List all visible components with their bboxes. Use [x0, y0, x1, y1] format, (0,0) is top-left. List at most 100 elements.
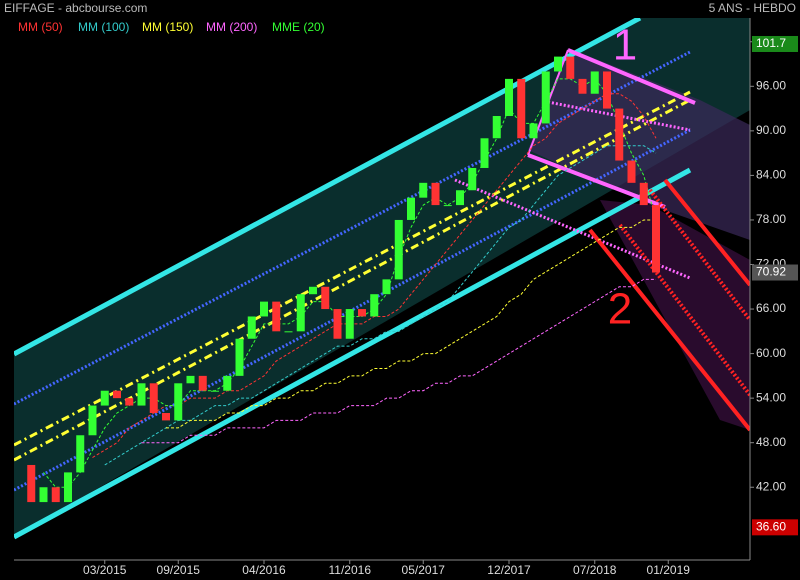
price-label: 101.7	[756, 36, 786, 50]
candle	[309, 286, 317, 295]
plot-area	[27, 56, 660, 503]
candle	[149, 383, 158, 413]
x-tick-label: 09/2015	[157, 563, 201, 577]
legend-entry: MM (50)	[18, 20, 63, 34]
candle	[88, 405, 97, 436]
fork-top	[567, 48, 696, 105]
candle	[468, 167, 477, 191]
candle	[64, 472, 72, 503]
candle	[247, 316, 256, 339]
candle	[419, 182, 428, 198]
y-tick-label: 66.00	[756, 301, 786, 315]
candle	[223, 375, 232, 391]
median-1	[14, 90, 691, 447]
candle	[456, 190, 464, 206]
candle	[125, 398, 134, 406]
candle	[541, 71, 550, 124]
chart-subtitle: 5 ANS - HEBDO	[709, 1, 796, 15]
candle	[76, 435, 85, 473]
candle	[603, 71, 611, 109]
candle	[554, 56, 562, 72]
channel-mid-upper	[14, 50, 691, 406]
candle	[443, 205, 452, 207]
y-tick-label: 54.00	[756, 390, 786, 404]
candle	[272, 301, 281, 332]
candle	[27, 464, 36, 503]
y-tick-label: 90.00	[756, 123, 786, 137]
x-tick-label: 05/2017	[402, 563, 446, 577]
candle	[505, 78, 513, 117]
candle	[382, 279, 391, 295]
candle	[529, 123, 538, 139]
candle	[235, 338, 244, 376]
fork-fill	[528, 48, 750, 240]
candle	[333, 309, 342, 339]
x-tick-label: 03/2015	[83, 563, 127, 577]
x-tick-label: 11/2016	[329, 563, 372, 577]
candle	[394, 219, 403, 280]
candle	[186, 375, 195, 384]
x-tick-label: 04/2016	[242, 563, 286, 577]
candle	[284, 331, 293, 333]
candle	[260, 301, 268, 317]
candle	[370, 294, 379, 317]
price-label: 70.92	[756, 265, 786, 279]
x-tick-label: 12/2017	[487, 563, 531, 577]
candle	[345, 309, 354, 339]
y-tick-label: 96.00	[756, 78, 786, 92]
annotation: 1	[613, 21, 637, 70]
candle	[137, 383, 146, 406]
candle	[39, 487, 48, 503]
fork2-fill	[600, 200, 750, 430]
red-dotted-1	[648, 188, 750, 322]
price-box	[752, 35, 798, 52]
candle	[211, 390, 219, 392]
drawings	[14, 18, 750, 540]
x-tick-label: 01/2019	[647, 563, 691, 577]
red-upper	[663, 178, 750, 287]
candle	[480, 138, 489, 168]
candle	[162, 412, 170, 421]
candle	[627, 160, 636, 183]
y-tick-label: 48.00	[756, 435, 786, 449]
annotation: 2	[608, 285, 632, 334]
candle	[431, 182, 440, 206]
candle	[174, 383, 183, 421]
candle	[590, 71, 599, 94]
candle	[407, 197, 415, 220]
candle	[100, 390, 109, 406]
red-lower	[588, 228, 750, 432]
fork-low	[454, 178, 691, 280]
ma-line	[166, 219, 656, 429]
x-tick-label: 07/2018	[573, 563, 617, 577]
legend-entry: MM (200)	[206, 20, 257, 34]
price-box	[752, 519, 798, 536]
candle	[198, 375, 207, 391]
candle	[566, 56, 575, 79]
candle	[492, 116, 501, 139]
legend-entry: MME (20)	[272, 20, 325, 34]
chart-title: EIFFAGE - abcbourse.com	[4, 1, 147, 15]
candle	[358, 309, 366, 317]
y-tick-label: 78.00	[756, 212, 786, 226]
y-tick-label: 84.00	[756, 168, 786, 182]
ma-line	[104, 145, 657, 466]
channel-upper	[14, 18, 642, 357]
candle	[296, 294, 305, 332]
candle	[578, 78, 587, 94]
y-tick-label: 42.00	[756, 479, 786, 493]
y-tick-label: 60.00	[756, 346, 786, 360]
candle	[51, 487, 60, 503]
candle	[321, 286, 330, 310]
candle	[113, 390, 121, 399]
legend-entry: MM (150)	[142, 20, 193, 34]
candle	[517, 78, 526, 139]
candle	[652, 205, 660, 273]
price-box	[752, 264, 798, 281]
price-label: 36.60	[756, 520, 786, 534]
candle	[639, 182, 648, 206]
legend-entry: MM (100)	[78, 20, 129, 34]
candle	[615, 108, 624, 161]
